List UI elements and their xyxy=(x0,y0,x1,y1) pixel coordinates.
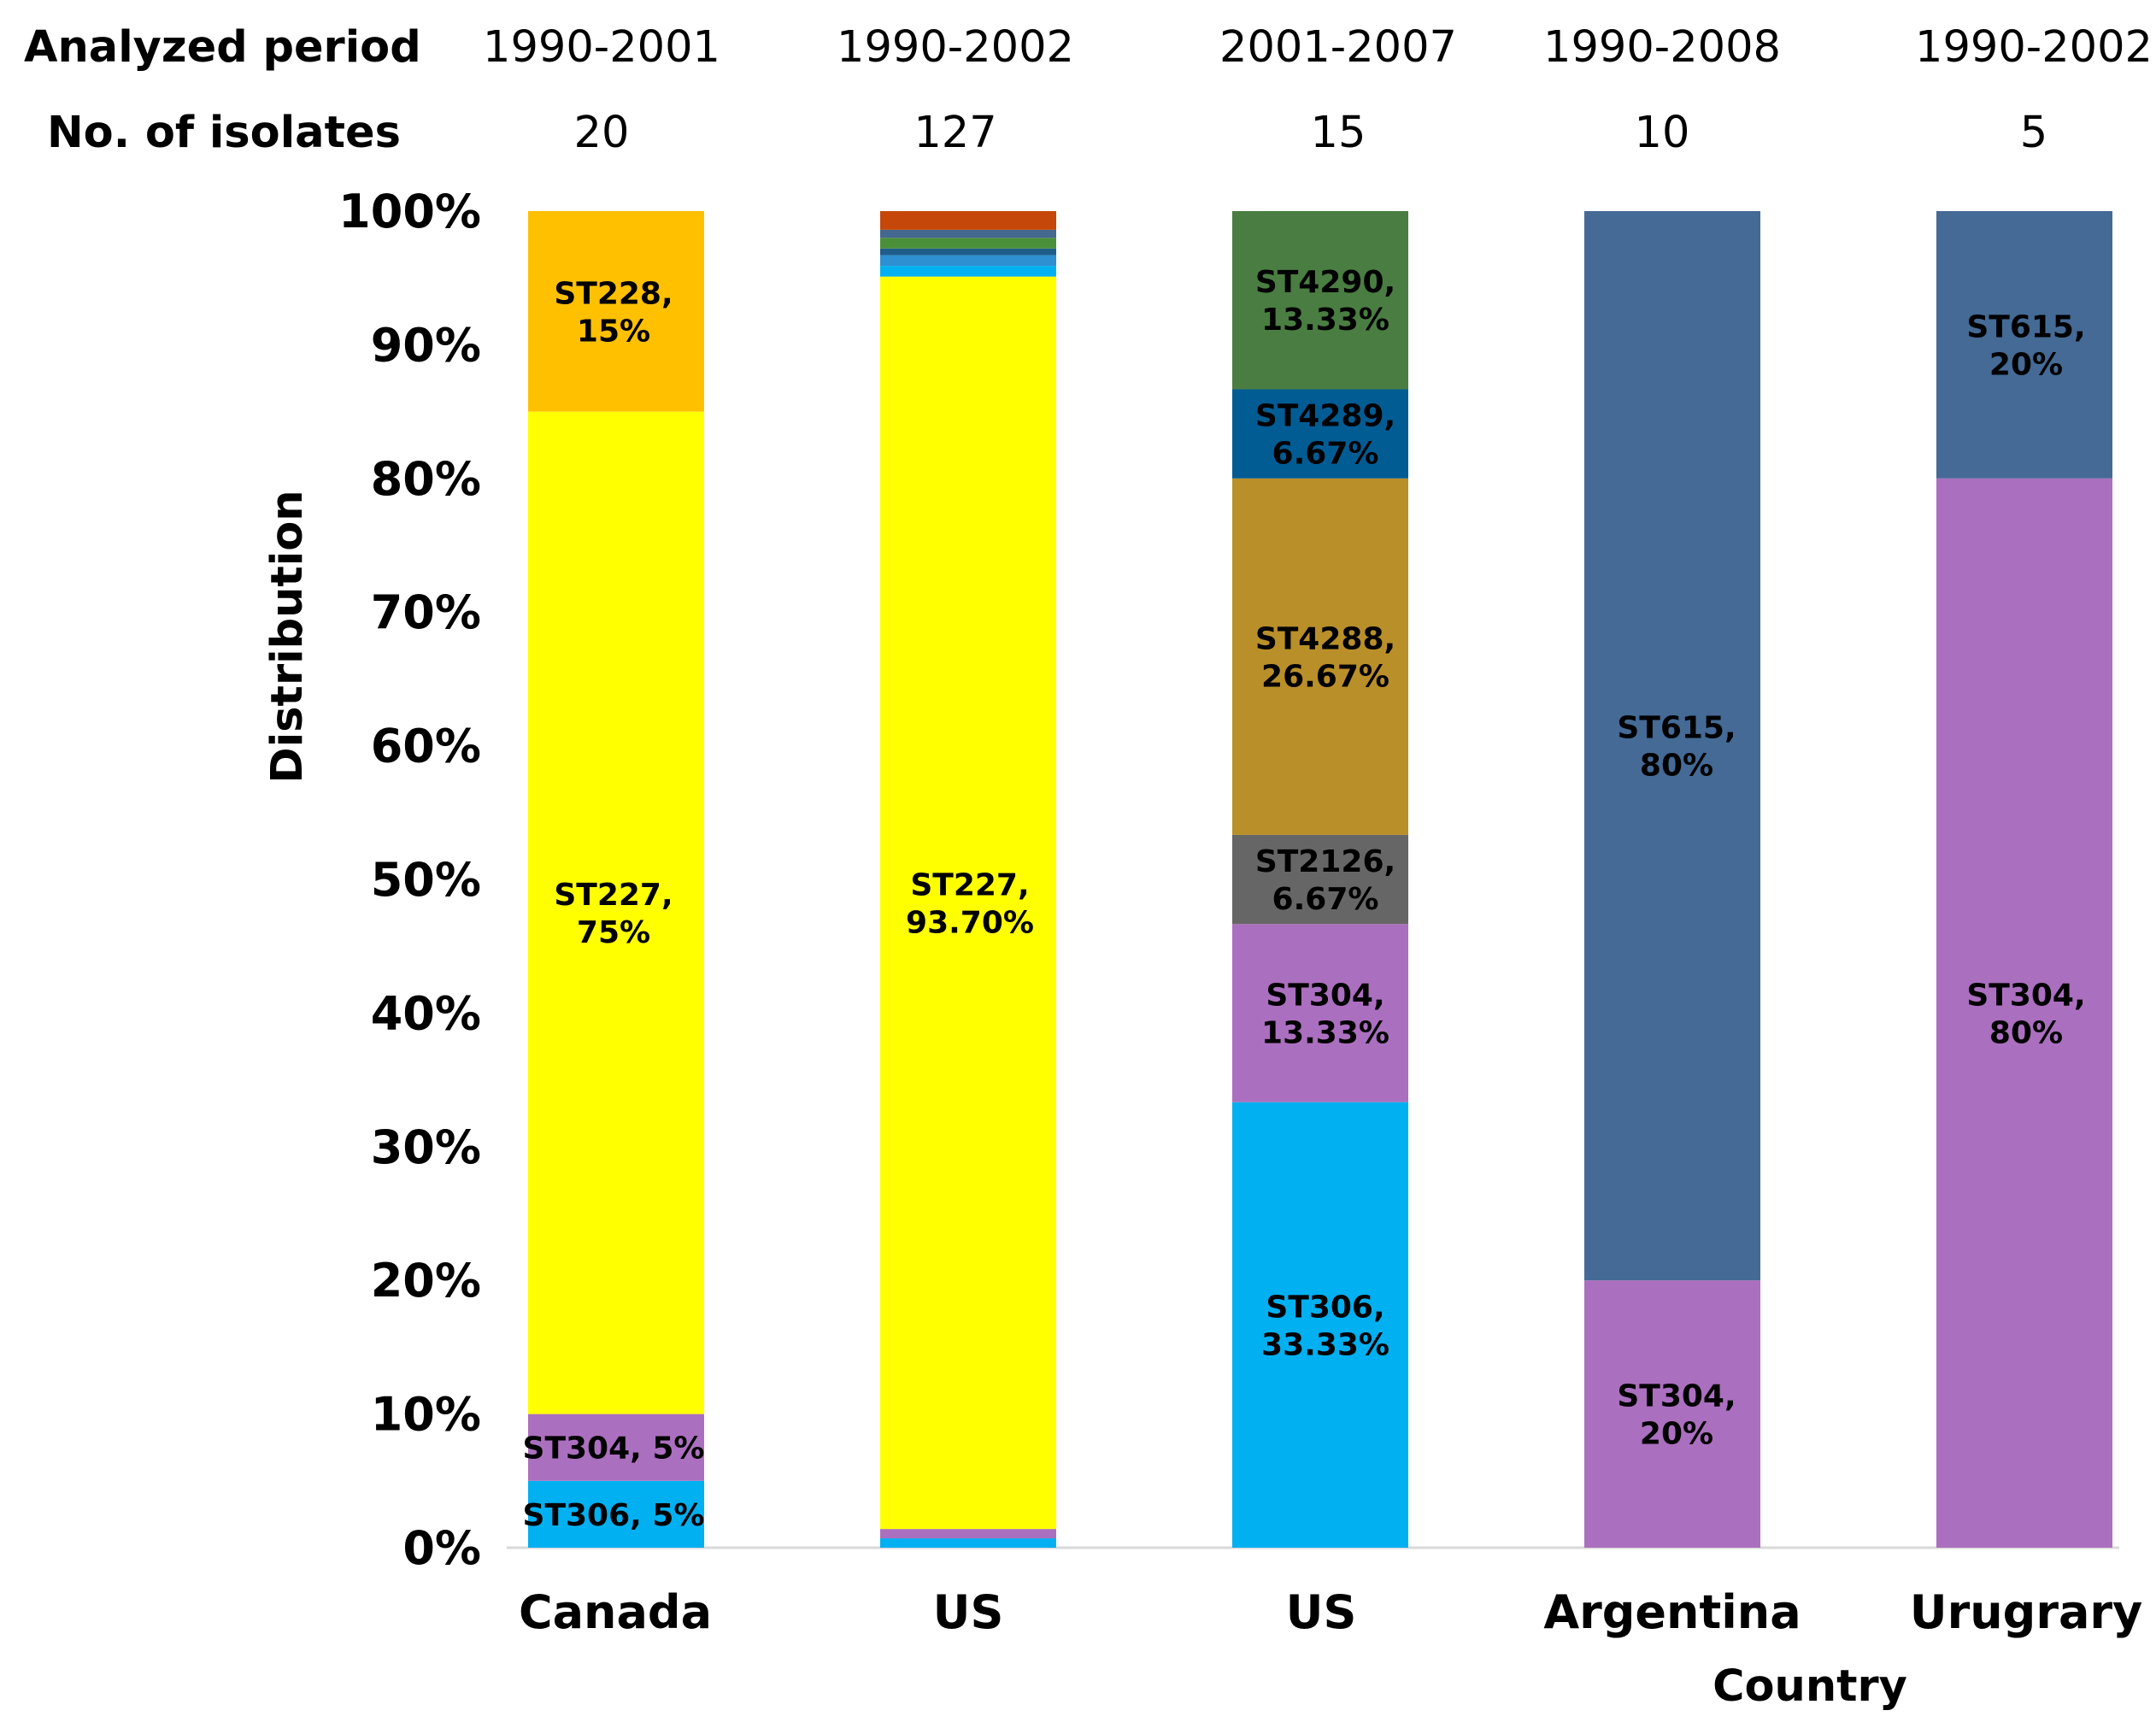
y-tick-label: 30% xyxy=(371,1120,481,1174)
segment-data-label: ST306, 5% xyxy=(523,1498,705,1533)
isolates-count-value: 15 xyxy=(1311,108,1366,158)
bar-segment-st615 xyxy=(1584,211,1760,1281)
y-tick-label: 80% xyxy=(371,452,481,506)
analyzed-period-value: 2001-2007 xyxy=(1219,22,1457,73)
bar-segment-st304 xyxy=(1584,1280,1760,1548)
segment-data-label: ST227, 75% xyxy=(554,878,673,950)
bar-segment-st4288 xyxy=(1232,478,1408,835)
bar-segment-st-green xyxy=(880,238,1056,249)
bar-segment-st306 xyxy=(1232,1102,1408,1548)
bar-segment-st306 xyxy=(880,1538,1056,1548)
isolates-count-value: 5 xyxy=(2020,108,2047,158)
segment-data-label: ST304, 20% xyxy=(1617,1379,1736,1452)
segment-data-label: ST304, 13.33% xyxy=(1261,978,1389,1050)
segment-data-label: ST227, 93.70% xyxy=(906,867,1034,940)
bar-segment-st615 xyxy=(1936,211,2112,479)
y-tick-label: 60% xyxy=(371,720,481,773)
bar-segment-st304 xyxy=(1936,478,2112,1548)
header-values: 1990-2001 1990-2002 2001-2007 1990-2008 1990… xyxy=(483,22,2153,158)
x-tick-label: US xyxy=(933,1585,1004,1639)
segment-data-label: ST615, 20% xyxy=(1966,309,2085,382)
x-tick-label: Urugrary xyxy=(1910,1585,2142,1639)
segment-data-label: ST4289, 6.67% xyxy=(1255,399,1395,472)
y-tick-label: 50% xyxy=(371,853,481,907)
isolates-count-value: 10 xyxy=(1635,108,1690,158)
analyzed-period-value: 1990-2002 xyxy=(1915,22,2153,73)
bar-segment-st304 xyxy=(880,1529,1056,1539)
y-tick-label: 0% xyxy=(402,1521,481,1575)
x-axis-ticks: Canada US US Argentina Urugrary xyxy=(519,1585,2142,1639)
bar-segment-st-rust xyxy=(880,211,1056,230)
bar-segment-st4289 xyxy=(1232,389,1408,479)
bars-group xyxy=(528,211,2112,1548)
x-tick-label: US xyxy=(1286,1585,1357,1639)
isolates-count-label: No. of isolates xyxy=(47,108,401,158)
bar-segment-st228 xyxy=(528,211,704,412)
bar-segment-st227 xyxy=(528,411,704,1414)
isolates-count-value: 20 xyxy=(574,108,630,158)
y-tick-label: 90% xyxy=(371,318,481,372)
analyzed-period-value: 1990-2002 xyxy=(837,22,1074,73)
y-axis-title: Distribution xyxy=(262,490,313,783)
bar-segment-st4290 xyxy=(1232,211,1408,390)
segment-data-label: ST2126, 6.67% xyxy=(1255,844,1395,917)
y-axis-ticks: 0% 10% 20% 30% 40% 50% 60% 70% 80% 90% 100% xyxy=(338,185,481,1575)
analyzed-period-label: Analyzed period xyxy=(24,22,421,73)
isolates-count-value: 127 xyxy=(914,108,996,158)
y-tick-label: 70% xyxy=(371,585,481,639)
bar-segment-st2126 xyxy=(1232,834,1408,925)
segment-data-label: ST304, 80% xyxy=(1966,978,2085,1050)
y-tick-label: 40% xyxy=(371,986,481,1040)
bar-segment-st-mid-blue xyxy=(880,255,1056,267)
segment-labels-group: ST306, 5% ST304, 5% ST227, 75% ST228, 15% ST22… xyxy=(523,265,2086,1533)
analyzed-period-value: 1990-2008 xyxy=(1543,22,1781,73)
bar-segment-st304 xyxy=(1232,924,1408,1102)
segment-data-label: ST4290, 13.33% xyxy=(1255,265,1395,338)
segment-data-label: ST304, 5% xyxy=(523,1431,705,1467)
segment-data-label: ST4288, 26.67% xyxy=(1255,621,1395,694)
x-tick-label: Canada xyxy=(519,1585,712,1639)
segment-data-label: ST306, 33.33% xyxy=(1261,1290,1389,1362)
bar-segment-st306 xyxy=(528,1480,704,1548)
bar-segment-st304 xyxy=(528,1414,704,1481)
analyzed-period-value: 1990-2001 xyxy=(483,22,720,73)
bar-segment-st-light-blue xyxy=(880,266,1056,277)
x-tick-label: Argentina xyxy=(1543,1585,1801,1639)
y-tick-label: 20% xyxy=(371,1254,481,1308)
y-tick-label: 10% xyxy=(371,1388,481,1442)
y-tick-label: 100% xyxy=(338,185,481,238)
x-axis-title: Country xyxy=(1712,1661,1907,1712)
bar-segment-st-dark-blue xyxy=(880,248,1056,256)
bar-segment-st-steel xyxy=(880,229,1056,238)
segment-data-label: ST615, 80% xyxy=(1617,711,1736,784)
segment-data-label: ST228, 15% xyxy=(554,276,673,349)
bar-segment-st227 xyxy=(880,276,1056,1530)
